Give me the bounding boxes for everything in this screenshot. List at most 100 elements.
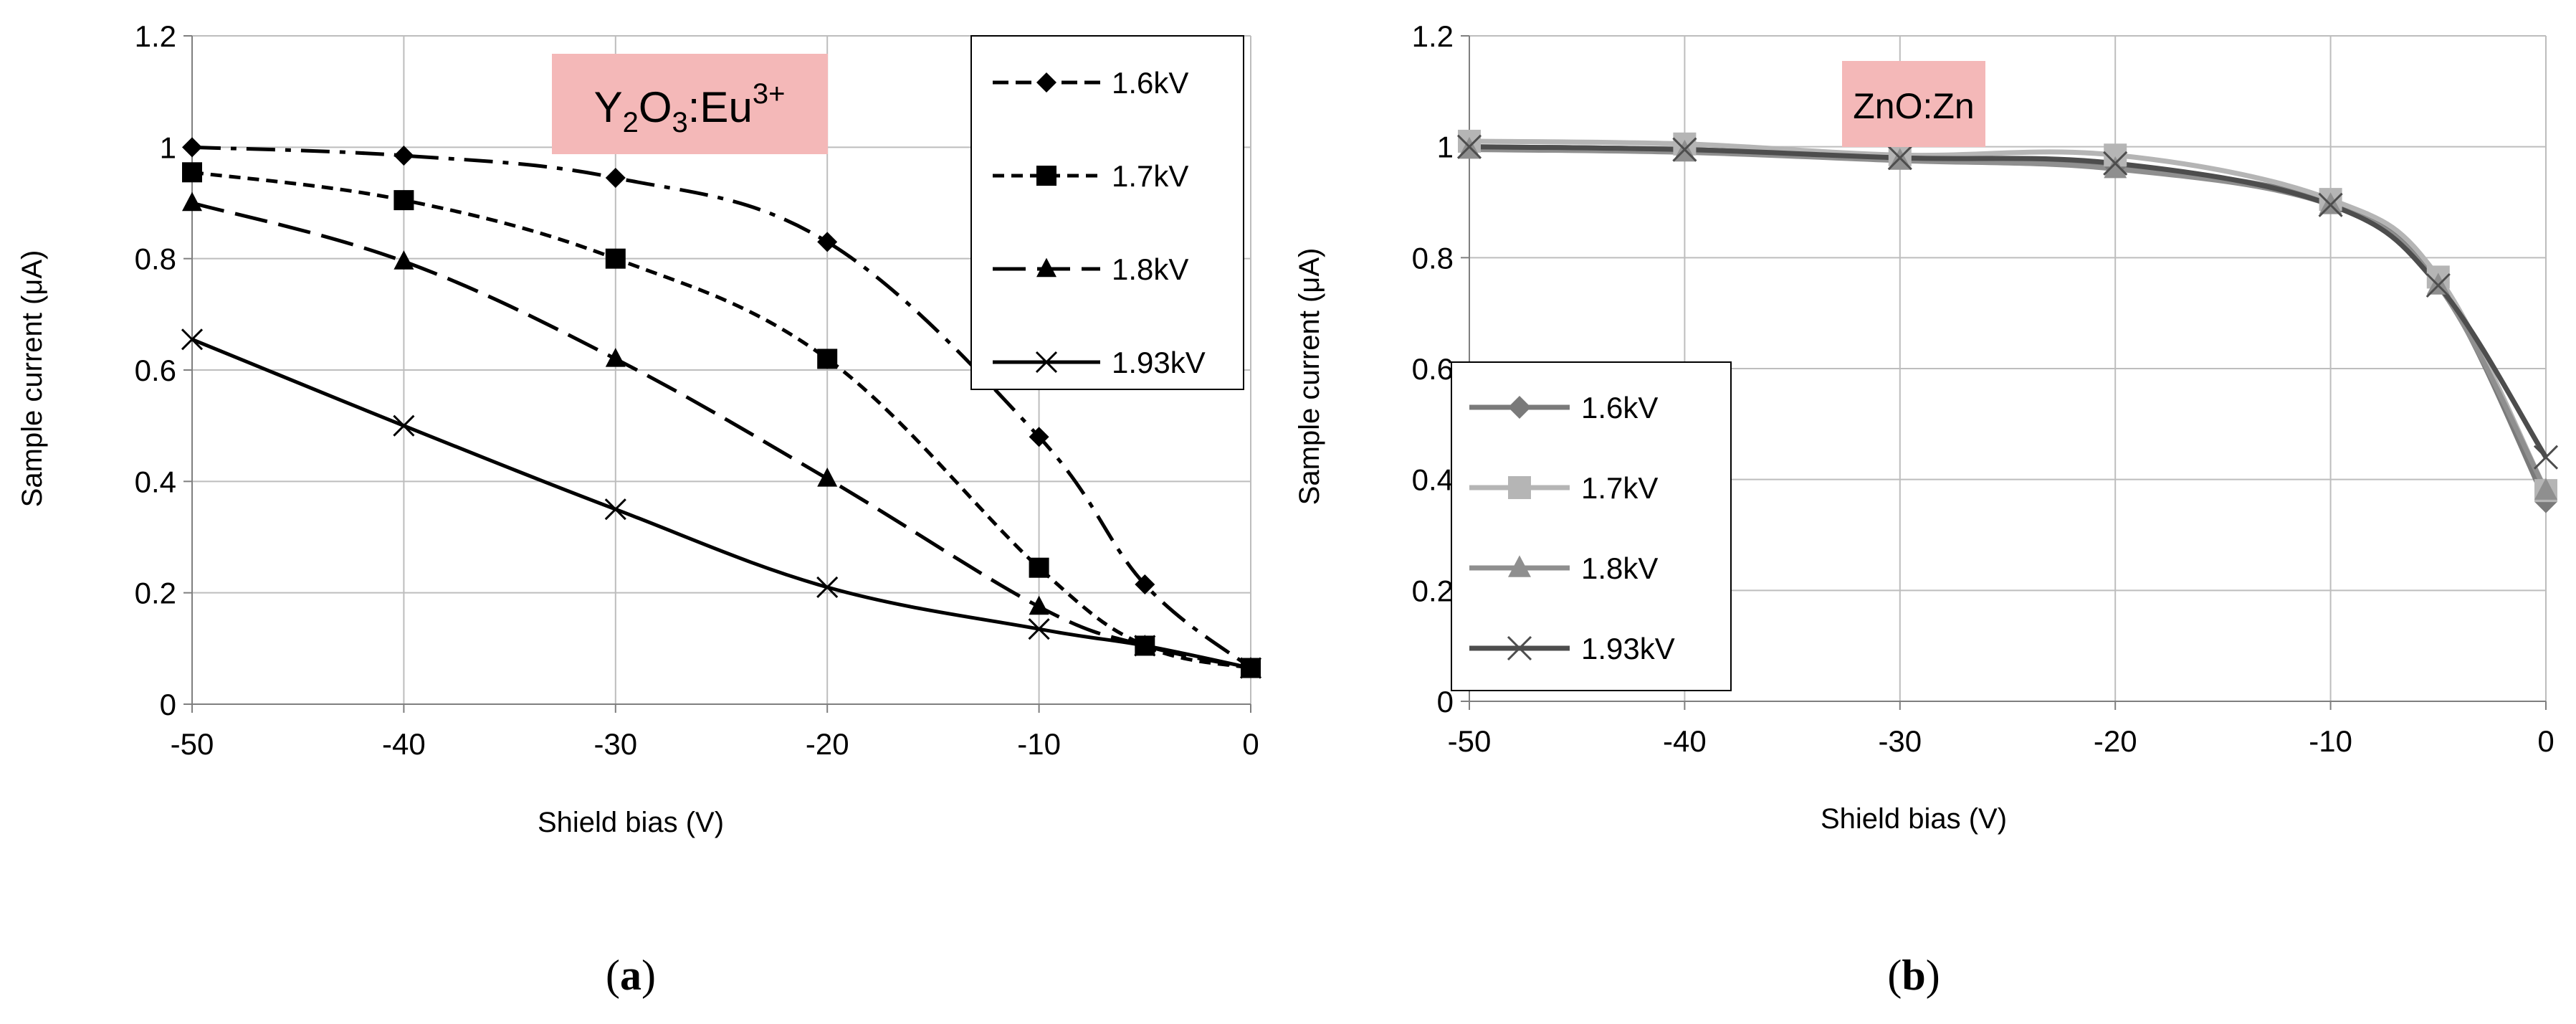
- annotation-label: Y2O3:Eu3+: [594, 78, 786, 138]
- y-tick-label: 0.4: [1412, 463, 1454, 497]
- x-tick-label: 0: [1242, 727, 1259, 761]
- y-tick-label: 1: [1437, 131, 1454, 164]
- annotation-mid: O: [639, 83, 672, 131]
- data-point: [1887, 146, 1912, 171]
- data-point: [605, 248, 626, 269]
- y-tick-label: 0.4: [135, 465, 176, 498]
- y-tick-label: 0.8: [1412, 241, 1454, 275]
- data-point: [2425, 272, 2451, 298]
- x-tick-label: -20: [2094, 724, 2137, 758]
- material-annotation: ZnO:Zn: [1842, 61, 1985, 147]
- y-axis-label: Sample current (μA): [1294, 248, 1325, 506]
- data-point: [393, 190, 414, 211]
- legend-label: 1.93kV: [1112, 346, 1206, 379]
- data-point: [1028, 618, 1050, 640]
- data-point: [393, 414, 415, 437]
- legend-label: 1.93kV: [1581, 632, 1675, 665]
- x-tick-label: -10: [1017, 727, 1061, 761]
- series-line-1.8kV: [191, 201, 1251, 670]
- x-tick-label: -20: [806, 727, 849, 761]
- legend-label: 1.8kV: [1581, 551, 1658, 585]
- data-point: [2104, 156, 2127, 179]
- data-point: [182, 162, 202, 183]
- legend-marker: [1508, 396, 1531, 419]
- series-line-1.6kV: [191, 145, 1252, 670]
- material-annotation: Y2O3:Eu3+: [552, 54, 828, 154]
- annotation-box: [1842, 61, 1985, 147]
- data-point: [817, 468, 838, 487]
- annotation-box: [552, 54, 828, 154]
- data-point: [181, 328, 204, 351]
- y-tick-label: 0.2: [135, 577, 176, 610]
- data-point: [1672, 137, 1697, 162]
- data-point: [1135, 574, 1155, 595]
- data-point: [817, 232, 838, 252]
- panel-label: (b): [1887, 952, 1940, 999]
- panel-letter: b: [1902, 952, 1925, 999]
- x-tick-label: -40: [382, 727, 426, 761]
- legend-box: [1451, 361, 1732, 691]
- x-axis-label: Shield bias (V): [1821, 803, 2007, 835]
- data-point: [1029, 427, 1049, 447]
- legend-label: 1.6kV: [1581, 391, 1658, 425]
- legend-box: [970, 35, 1244, 390]
- panel-b: 0 0.2 0.4 0.6 0.8 1 1.2 -50 -40 -30 -20 -10 0 Sampl…: [1294, 19, 2559, 999]
- data-point: [182, 137, 202, 158]
- annotation-label: ZnO:Zn: [1853, 86, 1974, 126]
- data-point: [2534, 478, 2557, 500]
- y-tick-label: 0: [1437, 685, 1454, 719]
- data-point: [605, 348, 626, 367]
- data-point: [2318, 192, 2343, 217]
- data-point: [2319, 192, 2342, 214]
- annotation-base: Y: [594, 83, 623, 131]
- y-axis-label: Sample current (μA): [16, 250, 48, 508]
- legend-entries: 1.6kV 1.7kV 1.8kV 1.93kV: [1469, 391, 1675, 665]
- data-point: [182, 191, 202, 212]
- legend-marker: [1036, 257, 1056, 278]
- y-tick-label: 1.2: [135, 19, 176, 53]
- y-tick-label: 0.6: [1412, 352, 1454, 386]
- x-axis-label: Shield bias (V): [538, 807, 724, 838]
- annotation-rest: :Eu: [688, 83, 753, 131]
- data-point: [604, 498, 626, 521]
- x-tick-label: -30: [1878, 724, 1922, 758]
- legend-marker: [1035, 351, 1058, 374]
- data-point: [2533, 445, 2559, 470]
- y-tick-labels: 0 0.2 0.4 0.6 0.8 1 1.2: [1412, 19, 1454, 719]
- x-tick-label: -50: [171, 727, 214, 761]
- data-point: [816, 576, 839, 598]
- legend-label: 1.7kV: [1112, 159, 1188, 193]
- y-tick-label: 1: [160, 131, 176, 164]
- legend-label: 1.8kV: [1112, 252, 1188, 286]
- legend-marker: [1507, 635, 1532, 661]
- legend-label: 1.6kV: [1112, 66, 1188, 100]
- y-tick-label: 0.6: [135, 354, 176, 387]
- series-markers: [181, 137, 1262, 679]
- data-point: [1134, 635, 1156, 657]
- data-point: [2426, 272, 2450, 295]
- series-markers: [1456, 129, 2559, 513]
- legend-marker: [1508, 476, 1531, 499]
- x-tick-label: -10: [2309, 724, 2352, 758]
- data-point: [1029, 595, 1049, 615]
- legend-marker: [1036, 166, 1056, 186]
- legend: 1.6kV 1.7kV 1.8kV 1.93kV: [1451, 361, 1732, 691]
- panel-a: 0 0.2 0.4 0.6 0.8 1 1.2 -50 -40 -30 -20 -10 0 Sampl…: [16, 19, 1262, 999]
- data-point: [1029, 557, 1049, 578]
- data-point: [393, 145, 414, 166]
- x-tick-labels: -50 -40 -30 -20 -10 0: [171, 727, 1259, 761]
- x-tick-label: -40: [1663, 724, 1707, 758]
- legend-label: 1.7kV: [1581, 471, 1658, 505]
- annotation-sup: 3+: [753, 78, 786, 110]
- panel-letter: a: [620, 952, 641, 999]
- data-point: [1239, 657, 1262, 679]
- data-point: [605, 168, 626, 189]
- annotation-sub1: 2: [623, 107, 639, 138]
- y-tick-labels: 0 0.2 0.4 0.6 0.8 1 1.2: [135, 19, 176, 721]
- data-point: [2103, 151, 2128, 176]
- series-line-1.93kV: [191, 337, 1251, 670]
- x-tick-label: 0: [2537, 724, 2554, 758]
- panel-label: (a): [606, 952, 656, 999]
- data-point: [1456, 134, 1482, 159]
